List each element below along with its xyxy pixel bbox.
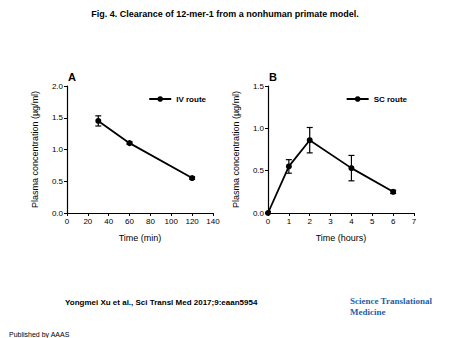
svg-text:Time (hours): Time (hours): [316, 233, 367, 243]
svg-text:60: 60: [125, 217, 134, 226]
svg-text:Plasma concentration (µg/ml): Plasma concentration (µg/ml): [30, 91, 40, 208]
svg-text:0: 0: [266, 217, 271, 226]
svg-text:0.5: 0.5: [253, 166, 265, 175]
svg-text:B: B: [269, 71, 277, 83]
svg-text:40: 40: [104, 217, 113, 226]
svg-text:Published by AAAS: Published by AAAS: [9, 331, 70, 338]
svg-text:20: 20: [83, 217, 92, 226]
svg-text:2: 2: [307, 217, 312, 226]
svg-text:7: 7: [412, 217, 417, 226]
svg-text:1.0: 1.0: [253, 124, 265, 133]
svg-text:Time (min): Time (min): [119, 233, 162, 243]
svg-text:0.0: 0.0: [52, 209, 64, 218]
svg-text:Science Translational: Science Translational: [350, 296, 434, 306]
svg-text:1: 1: [287, 217, 292, 226]
svg-text:140: 140: [206, 217, 220, 226]
svg-text:0.5: 0.5: [52, 177, 64, 186]
svg-text:Plasma concentration (µg/ml): Plasma concentration (µg/ml): [231, 91, 241, 208]
svg-text:SC route: SC route: [374, 95, 408, 104]
svg-text:3: 3: [328, 217, 333, 226]
svg-text:1.5: 1.5: [253, 82, 265, 91]
svg-text:IV route: IV route: [176, 95, 206, 104]
svg-text:1.5: 1.5: [52, 113, 64, 122]
svg-text:4: 4: [349, 217, 354, 226]
svg-text:Medicine: Medicine: [350, 307, 386, 317]
svg-text:6: 6: [391, 217, 396, 226]
svg-text:0: 0: [65, 217, 70, 226]
svg-text:1.0: 1.0: [52, 145, 64, 154]
svg-text:5: 5: [370, 217, 375, 226]
svg-text:Yongmei Xu et al., Sci Transl: Yongmei Xu et al., Sci Transl Med 2017;9…: [65, 298, 258, 307]
svg-text:100: 100: [165, 217, 179, 226]
svg-text:A: A: [68, 71, 76, 83]
svg-text:0.0: 0.0: [253, 209, 265, 218]
svg-text:2.0: 2.0: [52, 82, 64, 91]
svg-text:80: 80: [146, 217, 155, 226]
svg-text:120: 120: [185, 217, 199, 226]
svg-text:Fig. 4. Clearance of 12-mer-1: Fig. 4. Clearance of 12-mer-1 from a non…: [91, 9, 359, 19]
